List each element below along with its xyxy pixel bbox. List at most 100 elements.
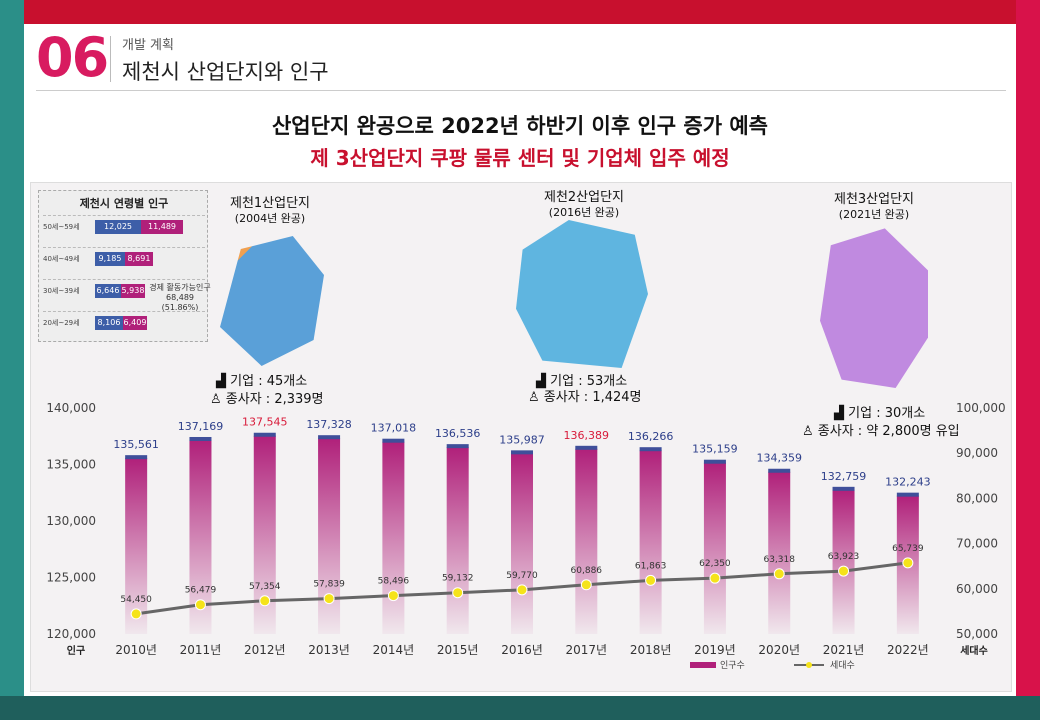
- population-data-label: 137,545: [242, 416, 288, 429]
- population-data-label: 136,389: [564, 429, 610, 442]
- frame-right: [1016, 0, 1040, 720]
- household-marker: [645, 574, 657, 586]
- population-bar: [511, 453, 533, 634]
- population-bar-cap: [382, 438, 405, 443]
- population-bar: [446, 447, 469, 634]
- frame-top: [0, 0, 1040, 24]
- header-divider: [110, 36, 111, 82]
- x-tick-label: 2016년: [501, 643, 543, 657]
- population-bar-cap: [318, 435, 341, 440]
- x-tick-label: 2012년: [244, 643, 286, 657]
- household-data-label: 62,350: [699, 559, 731, 569]
- x-tick-label: 2015년: [437, 643, 479, 657]
- age-population-inset: 제천시 연령별 인구 50세~59세 12,025 11,489 40세~49세…: [38, 190, 211, 342]
- site-2-title: 제천2산업단지: [543, 190, 625, 205]
- population-data-label: 135,159: [692, 443, 738, 456]
- population-bar-cap: [125, 455, 148, 460]
- person-icon: ♙: [528, 390, 544, 405]
- site-3-companies-text: 기업 : 30개소: [848, 406, 926, 421]
- site-3-workers-text: 종사자 : 약 2,800명 유입: [817, 424, 960, 439]
- x-tick-label: 2017년: [566, 643, 608, 657]
- header-rule: [36, 90, 1006, 91]
- y-left-tick-label: 120,000: [46, 627, 96, 641]
- x-tick-label: 2010년: [115, 643, 157, 657]
- population-data-label: 136,266: [628, 430, 674, 443]
- population-data-label: 135,561: [113, 438, 159, 451]
- inset-age-label: 30세~39세: [43, 287, 80, 295]
- population-bar: [253, 435, 276, 634]
- household-marker: [709, 572, 721, 584]
- inset-bar-a: 12,025: [95, 220, 141, 234]
- population-bar-cap: [253, 432, 276, 437]
- population-data-label: 134,359: [756, 452, 802, 465]
- population-bar: [318, 438, 341, 634]
- site-1-workers: ♙ 종사자 : 2,339명: [210, 388, 324, 407]
- inset-age-label: 20세~29세: [43, 319, 80, 327]
- y-left-axis-label: 인구: [67, 644, 85, 657]
- population-data-label: 136,536: [435, 427, 481, 440]
- population-bar-cap: [511, 450, 533, 455]
- legend-label-household: 세대수: [830, 660, 855, 671]
- x-tick-label: 2019년: [694, 643, 736, 657]
- legend-swatch-population: [690, 662, 716, 668]
- inset-bar-a: 6,646: [95, 284, 121, 298]
- household-marker: [773, 568, 785, 580]
- inset-age-label: 40세~49세: [43, 255, 80, 263]
- site-3-subtitle: (2021년 완공): [838, 208, 910, 221]
- site-3-workers: ♙ 종사자 : 약 2,800명 유입: [802, 420, 960, 439]
- population-bar-cap: [703, 459, 726, 464]
- y-right-tick-label: 100,000: [956, 401, 1006, 415]
- population-bar-cap: [446, 444, 469, 449]
- population-bar: [125, 458, 148, 634]
- household-data-label: 63,923: [828, 552, 860, 562]
- inset-note: 경제 활동가능인구 68,489 (51.86%): [149, 283, 211, 312]
- person-icon: ♙: [802, 424, 818, 439]
- site-1-companies-text: 기업 : 45개소: [230, 374, 308, 389]
- household-data-label: 61,863: [635, 561, 667, 571]
- headline-main: 산업단지 완공으로 2022년 하반기 이후 인구 증가 예측: [271, 114, 769, 138]
- population-bar-cap: [896, 492, 919, 497]
- headline-sub: 제 3산업단지 쿠팡 물류 센터 및 기업체 입주 예정: [310, 146, 730, 170]
- inset-bar-a: 8,106: [95, 316, 123, 330]
- inset-bar-b: 5,938: [121, 284, 145, 298]
- factory-icon: ▟: [216, 374, 231, 389]
- population-bar: [639, 450, 662, 634]
- household-marker: [516, 584, 528, 596]
- site-1-companies: ▟ 기업 : 45개소: [216, 370, 307, 389]
- population-bar: [189, 439, 212, 634]
- page-title: 제천시 산업단지와 인구: [122, 60, 329, 84]
- population-data-label: 132,243: [885, 476, 931, 489]
- population-bar: [575, 448, 598, 634]
- x-tick-label: 2022년: [887, 643, 929, 657]
- site-3-title: 제천3산업단지: [833, 192, 915, 207]
- household-marker: [259, 595, 271, 607]
- household-data-label: 56,479: [185, 586, 217, 596]
- factory-icon: ▟: [536, 374, 551, 389]
- site-3-map: [820, 228, 928, 388]
- y-left-tick-label: 130,000: [46, 514, 96, 528]
- y-right-tick-label: 50,000: [956, 627, 998, 641]
- y-left-tick-label: 140,000: [46, 401, 96, 415]
- y-right-tick-label: 60,000: [956, 582, 998, 596]
- household-marker: [580, 579, 592, 591]
- site-2-map: [516, 220, 648, 368]
- x-tick-label: 2014년: [373, 643, 415, 657]
- inset-bar-b: 11,489: [141, 220, 183, 234]
- legend-marker-household: [806, 662, 812, 668]
- inset-row: 40세~49세 9,185 8,691: [43, 247, 205, 271]
- population-data-label: 137,018: [371, 422, 417, 435]
- population-bar-cap: [768, 468, 791, 473]
- population-data-label: 135,987: [499, 433, 545, 446]
- x-tick-label: 2013년: [308, 643, 350, 657]
- population-data-label: 137,169: [178, 420, 224, 433]
- household-data-label: 57,354: [249, 582, 281, 592]
- population-bar: [703, 462, 726, 634]
- population-bar-cap: [575, 445, 598, 450]
- slide-panel: 06 개발 계획 제천시 산업단지와 인구 산업단지 완공으로 2022년 하반…: [24, 24, 1016, 696]
- x-tick-label: 2021년: [823, 643, 865, 657]
- household-data-label: 59,132: [442, 574, 474, 584]
- household-marker: [838, 565, 850, 577]
- frame-left: [0, 0, 24, 720]
- site-3-companies: ▟ 기업 : 30개소: [834, 402, 925, 421]
- section-number: 06: [36, 26, 109, 89]
